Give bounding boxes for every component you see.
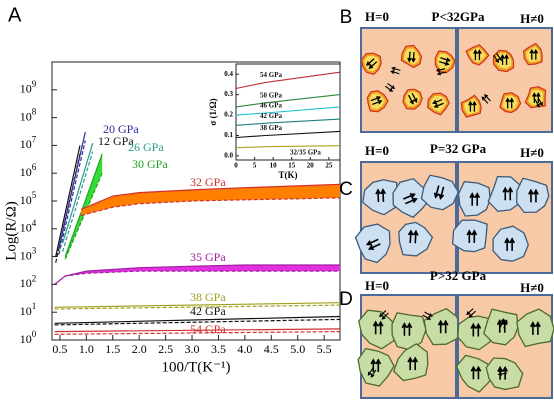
panel-label: C xyxy=(339,179,353,200)
y-tick-power: 6 xyxy=(32,162,37,172)
inset-line xyxy=(236,95,340,107)
inset-y-tick-label: 0.3 xyxy=(224,90,233,98)
line-upper xyxy=(56,145,80,256)
inset-y-tick-label: 0.0 xyxy=(224,152,233,160)
x-tick-label: 0.5 xyxy=(52,342,67,356)
inset-series-label: 42 GPa xyxy=(260,112,282,120)
x-axis-label: 100/T(K⁻¹) xyxy=(161,359,230,375)
series-label: 54 GPa xyxy=(190,322,226,336)
inset-x-tick-label: 20 xyxy=(307,162,315,170)
y-tick-power: 4 xyxy=(32,218,37,228)
series-label: 26 GPa xyxy=(128,140,164,154)
inset-x-tick-label: 10 xyxy=(270,162,278,170)
x-tick-label: 4.5 xyxy=(264,342,279,356)
field-right: H≠0 xyxy=(520,11,544,26)
series-label: 35 GPa xyxy=(190,250,226,264)
inset-x-tick-label: 5 xyxy=(253,162,257,170)
inset-y-tick-label: 0.1 xyxy=(224,131,233,139)
inset-series-label: 38 GPa xyxy=(260,124,282,132)
field-left: H=0 xyxy=(365,143,389,158)
x-tick-label: 5.0 xyxy=(290,342,305,356)
field-right: H≠0 xyxy=(520,280,544,295)
inset-line xyxy=(236,131,340,137)
inset-x-tick-label: 0 xyxy=(234,162,238,170)
y-tick-label: 109 xyxy=(20,79,37,96)
line-upper xyxy=(59,132,85,248)
inset-series-label: 54 GPa xyxy=(260,71,282,79)
y-tick-label: 106 xyxy=(20,162,37,179)
inset-y-tick-label: 0.4 xyxy=(224,70,233,78)
x-tick-label: 1.5 xyxy=(105,342,120,356)
y-tick-label: 103 xyxy=(20,246,37,263)
series-label: 42 GPa xyxy=(190,304,226,318)
panel-label: A xyxy=(8,4,22,26)
y-tick-power: 7 xyxy=(32,134,37,144)
inset-series-label: 50 GPa xyxy=(260,91,282,99)
inset-x-label: T(K) xyxy=(279,170,298,180)
panel-box xyxy=(458,28,552,132)
inset-x-tick-label: 15 xyxy=(288,162,296,170)
x-tick-label: 3.5 xyxy=(211,342,226,356)
field-right: H≠0 xyxy=(520,145,544,160)
inset-y-tick-label: 0.2 xyxy=(224,111,233,119)
panel-box xyxy=(361,28,456,132)
field-left: H=0 xyxy=(365,278,389,293)
pressure-title: P>32 GPa xyxy=(430,268,487,283)
band xyxy=(55,265,340,284)
figure: A1001011021031041051061071081090.51.01.5… xyxy=(0,0,554,401)
x-tick-label: 2.5 xyxy=(158,342,173,356)
panel-label: D xyxy=(339,289,353,310)
y-tick-label: 102 xyxy=(20,273,37,290)
inset-line xyxy=(236,72,340,88)
y-tick-label: 101 xyxy=(20,301,37,318)
pressure-title: P=32 GPa xyxy=(430,141,487,156)
y-tick-label: 105 xyxy=(20,190,37,207)
y-tick-label: 107 xyxy=(20,134,37,151)
inset-x-tick-label: 25 xyxy=(325,162,333,170)
x-tick-label: 1.0 xyxy=(79,342,94,356)
x-tick-label: 5.5 xyxy=(317,342,332,356)
series-label: 20 GPa xyxy=(103,122,139,136)
y-tick-label: 104 xyxy=(20,218,37,235)
y-tick-power: 9 xyxy=(32,79,37,89)
x-tick-label: 2.0 xyxy=(132,342,147,356)
line-lower xyxy=(55,271,340,284)
inset-y-label: σ (1/Ω) xyxy=(208,98,218,125)
series-label: 38 GPa xyxy=(190,290,226,304)
inset-line xyxy=(236,146,340,148)
y-tick-power: 1 xyxy=(32,301,37,311)
y-tick-power: 5 xyxy=(32,190,37,200)
y-tick-power: 2 xyxy=(32,273,37,283)
field-left: H=0 xyxy=(365,9,389,24)
pressure-title: P<32GPa xyxy=(432,9,485,24)
inset-series-label: 46 GPa xyxy=(260,102,282,110)
inset-line xyxy=(236,119,340,125)
inset-line xyxy=(236,107,340,115)
series-label: 32 GPa xyxy=(190,175,226,189)
x-tick-label: 4.0 xyxy=(237,342,252,356)
y-tick-power: 0 xyxy=(32,329,37,339)
y-tick-power: 8 xyxy=(32,107,37,117)
x-tick-label: 3.0 xyxy=(185,342,200,356)
panel-label: B xyxy=(340,7,353,28)
y-tick-power: 3 xyxy=(32,246,37,256)
y-tick-label: 108 xyxy=(20,107,37,124)
y-tick-label: 100 xyxy=(20,329,37,346)
series-label: 30 GPa xyxy=(132,157,168,171)
y-axis-label: Log(R/Ω) xyxy=(3,201,19,260)
inset-series-label: 32/35 GPa xyxy=(290,149,321,157)
